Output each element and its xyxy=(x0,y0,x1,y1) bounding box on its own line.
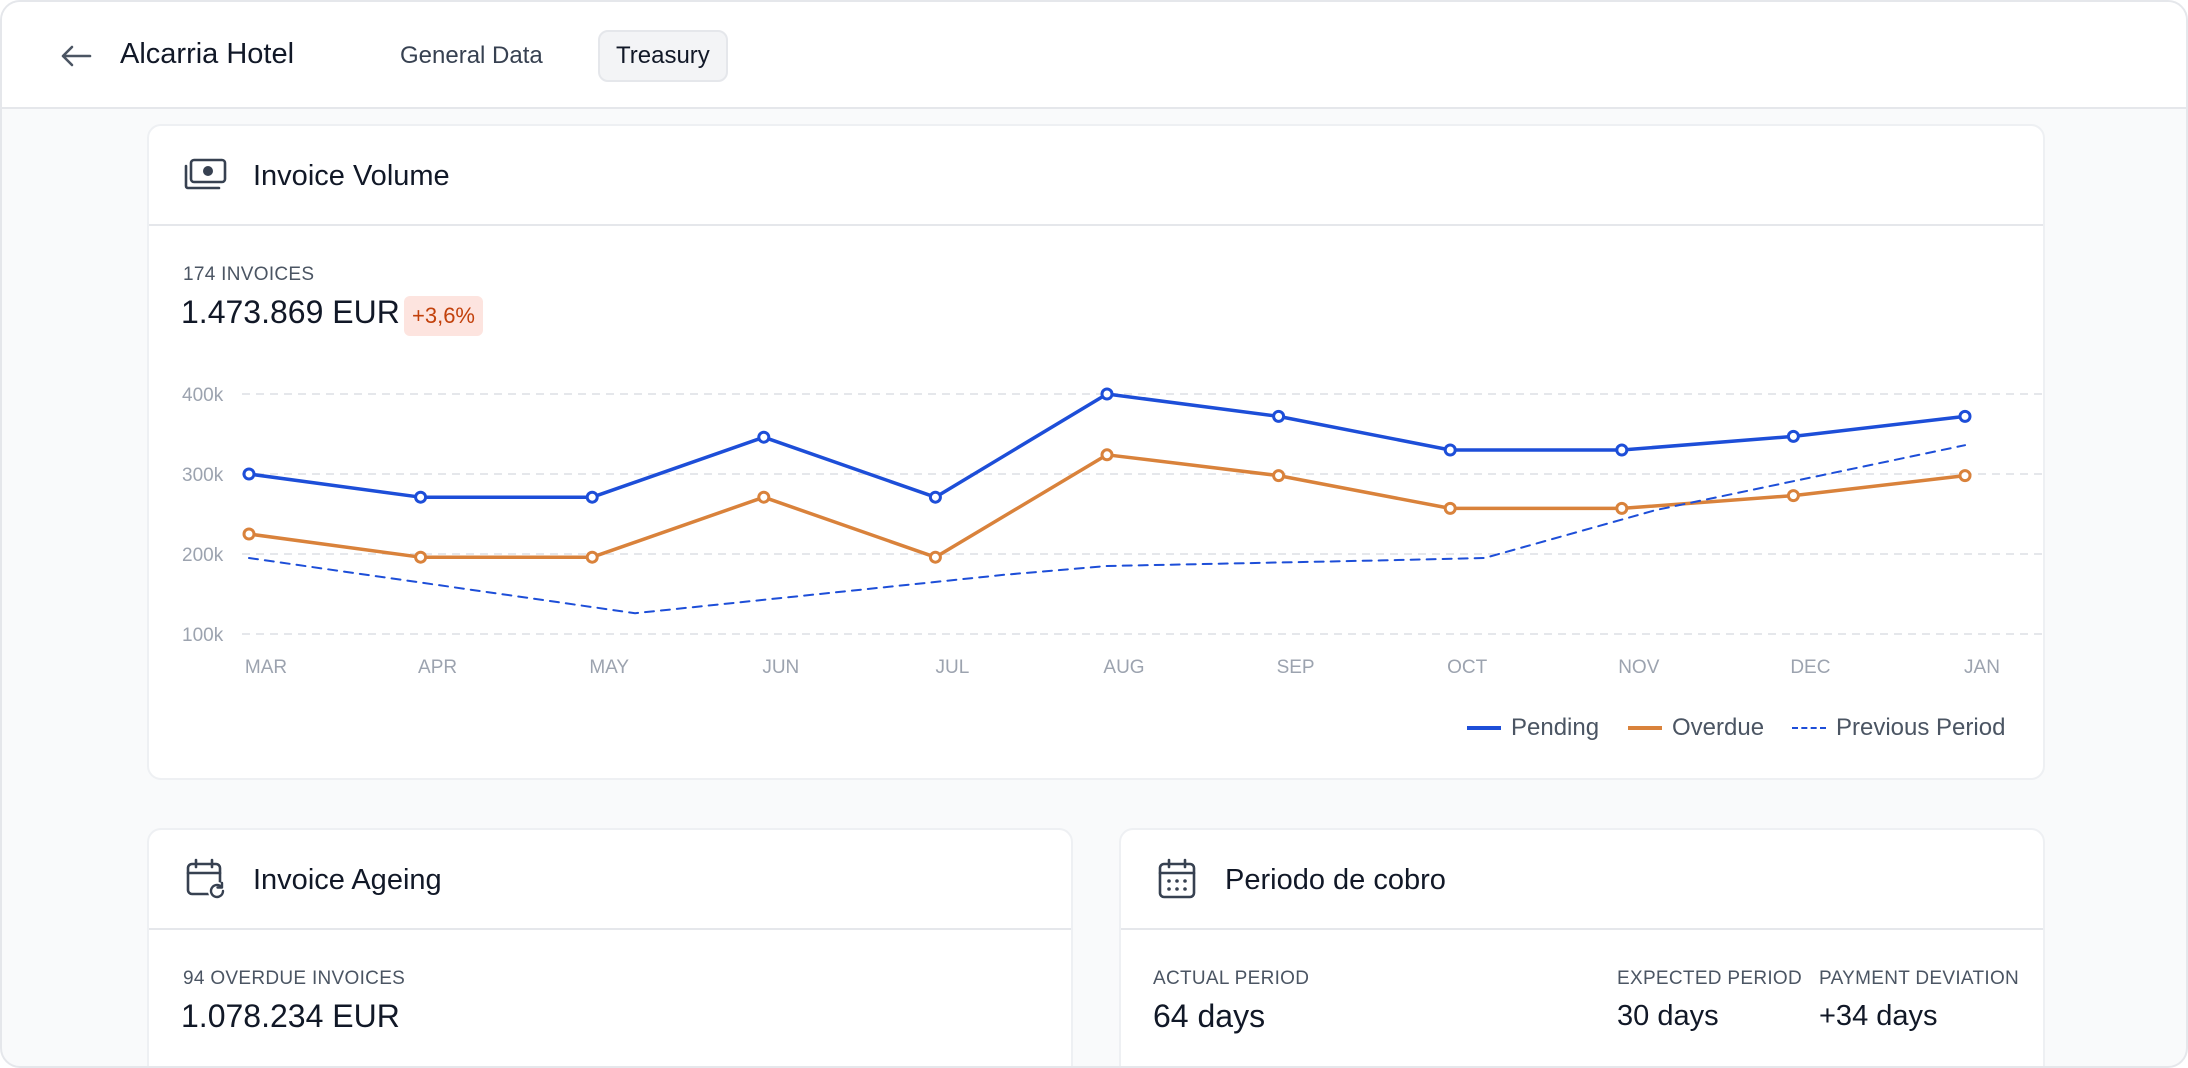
data-point xyxy=(1615,501,1629,515)
data-point xyxy=(1272,469,1286,483)
series-line-overdue xyxy=(247,453,1967,559)
x-tick-label: DEC xyxy=(1790,657,1830,678)
legend-swatch-overdue xyxy=(1628,726,1662,730)
legend-swatch-pending xyxy=(1467,726,1501,730)
overdue-total: 1.078.234 EUR xyxy=(181,998,400,1034)
invoice-volume-chart: 100k 200k 300k 400k MAR APR MAY JUN JUL AUG SEP OCT… xyxy=(182,385,2043,678)
calendar-refresh-icon xyxy=(186,858,226,900)
actual-period-label: ACTUAL PERIOD xyxy=(1153,968,1310,989)
legend-label: Pending xyxy=(1511,714,1600,741)
legend-swatch-previous xyxy=(1792,727,1826,729)
delta-badge: +3,6% xyxy=(404,296,483,336)
expected-period-label: EXPECTED PERIOD xyxy=(1617,968,1803,989)
legend-previous-period: Previous Period xyxy=(1792,714,2005,742)
top-bar: Alcarria Hotel General Data Treasury xyxy=(2,2,2186,109)
page-title: Alcarria Hotel xyxy=(120,38,295,70)
data-point xyxy=(1443,501,1457,515)
y-tick-label: 300k xyxy=(182,465,224,486)
cash-stack-icon xyxy=(184,158,227,190)
tab-general-data[interactable]: General Data xyxy=(400,42,543,69)
y-tick-label: 200k xyxy=(182,545,224,566)
data-point xyxy=(757,430,771,444)
data-point xyxy=(1958,469,1972,483)
data-point xyxy=(928,490,942,504)
y-tick-label: 400k xyxy=(182,385,224,406)
data-point xyxy=(1100,448,1114,462)
back-button[interactable] xyxy=(54,36,98,76)
invoice-volume-card: Invoice Volume 174 INVOICES 1.473.869 EU… xyxy=(147,124,2045,780)
card-header: Periodo de cobro xyxy=(1121,830,2043,930)
series-line-previous-period xyxy=(248,444,1966,615)
calendar-grid-icon xyxy=(1158,858,1196,899)
data-point xyxy=(1100,387,1114,401)
invoice-total: 1.473.869 EUR xyxy=(181,294,400,330)
x-tick-label: JUL xyxy=(936,657,970,678)
tab-treasury[interactable]: Treasury xyxy=(598,30,728,82)
legend-pending: Pending xyxy=(1467,714,1599,742)
x-tick-label: SEP xyxy=(1277,657,1315,678)
data-point xyxy=(585,490,599,504)
legend-overdue: Overdue xyxy=(1628,714,1764,742)
data-point xyxy=(1615,443,1629,457)
legend-label: Previous Period xyxy=(1836,714,2006,741)
overdue-count-label: 94 OVERDUE INVOICES xyxy=(183,968,406,989)
x-tick-label: NOV xyxy=(1618,657,1660,678)
data-point xyxy=(1272,409,1286,423)
data-point xyxy=(414,490,428,504)
invoice-ageing-card: Invoice Ageing 94 OVERDUE INVOICES 1.078… xyxy=(147,828,1073,1066)
data-point xyxy=(585,550,599,564)
y-tick-label: 100k xyxy=(182,625,224,646)
series-line-pending xyxy=(247,392,1967,499)
data-point xyxy=(1443,443,1457,457)
x-tick-label: APR xyxy=(418,657,457,678)
x-tick-label: AUG xyxy=(1103,657,1144,678)
x-tick-label: MAR xyxy=(245,657,287,678)
data-point xyxy=(414,550,428,564)
payment-deviation-label: PAYMENT DEVIATION xyxy=(1819,968,2020,989)
invoice-count-label: 174 INVOICES xyxy=(183,264,315,285)
x-tick-label: OCT xyxy=(1447,657,1488,678)
payment-deviation-value: +34 days xyxy=(1819,1000,1938,1032)
data-point xyxy=(242,467,256,481)
data-point xyxy=(757,490,771,504)
card-title: Invoice Ageing xyxy=(253,864,442,896)
arrow-left-icon xyxy=(61,45,92,67)
actual-period-value: 64 days xyxy=(1153,998,1266,1034)
card-title: Periodo de cobro xyxy=(1225,864,1446,896)
legend-label: Overdue xyxy=(1672,714,1765,741)
data-point xyxy=(928,550,942,564)
x-tick-label: MAY xyxy=(589,657,629,678)
data-point xyxy=(1958,409,1972,423)
data-point xyxy=(242,527,256,541)
data-point xyxy=(1786,489,1800,503)
collection-period-card: Periodo de cobro ACTUAL PERIOD 64 days E… xyxy=(1119,828,2045,1066)
x-tick-label: JUN xyxy=(762,657,799,678)
card-title: Invoice Volume xyxy=(253,160,450,192)
card-header: Invoice Ageing xyxy=(149,830,1071,930)
data-point xyxy=(1786,429,1800,443)
card-header: Invoice Volume xyxy=(149,126,2043,226)
x-tick-label: JAN xyxy=(1964,657,2000,678)
expected-period-value: 30 days xyxy=(1617,1000,1719,1032)
